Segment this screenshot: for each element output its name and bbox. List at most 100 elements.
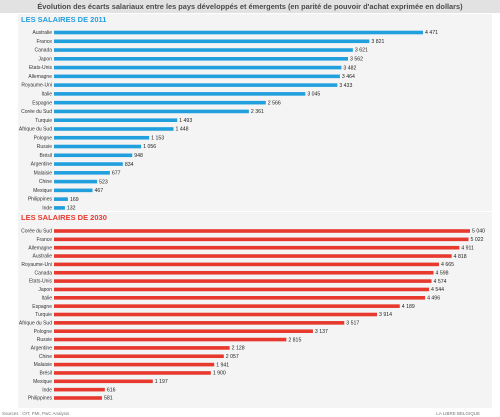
bar	[54, 118, 178, 122]
panel-2030-background	[18, 212, 492, 408]
category-label: Pologne	[34, 135, 53, 141]
category-label: Argentine	[31, 162, 53, 168]
bar	[54, 144, 142, 149]
category-label: Canada	[34, 270, 52, 276]
value-label: 581	[104, 396, 113, 402]
bar	[54, 371, 211, 375]
bar	[54, 304, 400, 308]
category-label: Philippines	[28, 396, 53, 402]
source-note: Sources : OIT, FMI, PwC Analysis	[2, 411, 70, 416]
category-label: Australie	[33, 254, 53, 260]
bar	[54, 387, 105, 392]
value-label: 4 665	[441, 262, 454, 268]
value-label: 5 022	[471, 237, 484, 243]
value-label: 1 941	[216, 362, 229, 368]
value-label: 523	[99, 179, 108, 185]
bar	[54, 245, 460, 250]
bar	[54, 30, 424, 35]
bar	[54, 197, 68, 201]
category-label: Italie	[41, 295, 52, 301]
bar	[54, 354, 224, 359]
category-label: Chine	[39, 179, 52, 185]
category-label: Royaume-Uni	[21, 262, 52, 268]
value-label: 3 045	[307, 92, 320, 98]
category-label: Corée du Sud	[21, 109, 52, 115]
bar	[54, 135, 150, 140]
bar	[54, 287, 430, 292]
category-label: Etats-Unis	[29, 65, 53, 71]
value-label: 169	[70, 197, 79, 203]
category-label: France	[36, 237, 52, 243]
value-label: 3 914	[379, 312, 392, 318]
category-label: Chine	[39, 354, 52, 360]
bar	[54, 262, 440, 267]
bar	[54, 296, 426, 300]
bar	[54, 39, 370, 44]
category-label: Philippines	[28, 197, 53, 203]
bar	[54, 279, 432, 283]
bar	[54, 396, 102, 400]
category-label: Mexique	[33, 379, 52, 385]
value-label: 3 137	[315, 329, 328, 335]
value-label: 948	[134, 153, 143, 159]
category-label: Espagne	[32, 304, 52, 310]
panel-2030-title: LES SALAIRES DE 2030	[21, 213, 107, 222]
value-label: 1 448	[176, 127, 189, 133]
category-label: Turquie	[35, 312, 52, 318]
value-label: 2 815	[288, 337, 301, 343]
bar	[54, 109, 249, 114]
bar	[54, 362, 215, 367]
value-label: 5 040	[472, 229, 485, 235]
bar	[54, 188, 93, 193]
value-label: 834	[125, 162, 134, 168]
value-label: 4 574	[434, 279, 447, 285]
category-label: Etats-Unis	[29, 279, 53, 285]
category-label: Japon	[38, 287, 52, 293]
category-label: Russie	[37, 337, 53, 343]
bar	[54, 321, 345, 325]
bar	[54, 312, 378, 317]
bar	[54, 171, 110, 175]
value-label: 616	[107, 387, 116, 393]
value-label: 1 900	[213, 371, 226, 377]
category-label: Argentine	[31, 346, 53, 352]
value-label: 1 197	[155, 379, 168, 385]
value-label: 2 566	[268, 100, 281, 106]
value-label: 4 544	[431, 287, 444, 293]
bar	[54, 74, 340, 79]
panel-2011-title: LES SALAIRES DE 2011	[21, 15, 106, 24]
value-label: 3 464	[342, 74, 355, 80]
bar	[54, 254, 452, 258]
bar	[54, 100, 266, 105]
value-label: 132	[67, 206, 76, 212]
value-label: 3 433	[339, 83, 352, 89]
value-label: 1 493	[179, 118, 192, 124]
value-label: 1 153	[151, 135, 164, 141]
value-label: 4 189	[402, 304, 415, 310]
value-label: 4 496	[427, 296, 440, 302]
bar	[54, 346, 230, 350]
bar	[54, 48, 353, 52]
category-label: Brésil	[39, 153, 52, 159]
value-label: 677	[112, 171, 121, 177]
value-label: 2 361	[251, 109, 264, 115]
bar	[54, 57, 349, 61]
category-label: Allemagne	[28, 245, 52, 251]
category-label: Espagne	[32, 100, 52, 106]
value-label: 3 517	[346, 321, 359, 327]
value-label: 1 056	[143, 144, 156, 150]
value-label: 3 482	[343, 65, 356, 71]
bar	[54, 162, 123, 166]
bar	[54, 206, 65, 210]
category-label: Brésil	[39, 371, 52, 377]
category-label: Australie	[33, 30, 53, 36]
category-label: Malaisie	[34, 362, 53, 368]
value-label: 4 471	[425, 30, 438, 36]
bar	[54, 127, 174, 131]
bar	[54, 83, 338, 87]
category-label: Mexique	[33, 188, 52, 194]
bar	[54, 329, 313, 333]
category-label: Turquie	[35, 118, 52, 124]
category-label: Japon	[38, 56, 52, 62]
